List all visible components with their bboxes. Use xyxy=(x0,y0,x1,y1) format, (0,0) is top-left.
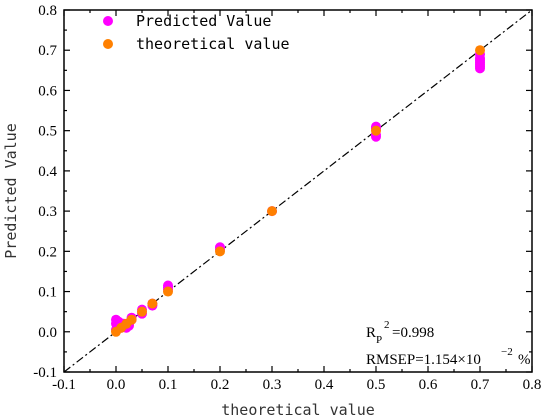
theoretical-point xyxy=(147,298,158,309)
y-tick-label: 0.8 xyxy=(38,3,57,19)
tick-marks xyxy=(63,9,533,373)
theoretical-point xyxy=(267,206,277,217)
x-tick-label: 0.8 xyxy=(523,377,542,393)
data-points xyxy=(111,45,485,337)
annotation-rmsep-main: RMSEP=1.154×10 xyxy=(366,352,481,368)
annotation-rp-sub: P xyxy=(376,334,382,346)
x-axis-title: theoretical value xyxy=(221,401,375,419)
x-tick-label: 0.4 xyxy=(315,377,334,393)
theoretical-point xyxy=(371,125,381,136)
y-tick-label: -0.1 xyxy=(33,365,57,381)
y-tick-label: 0.7 xyxy=(38,43,57,59)
predicted-point xyxy=(475,63,485,74)
x-tick-label: 0.6 xyxy=(419,377,438,393)
annotation-rp-r: R xyxy=(366,325,376,341)
x-tick-label: 0.0 xyxy=(107,377,126,393)
theoretical-point xyxy=(475,45,485,56)
theoretical-point xyxy=(163,286,173,297)
y-axis-title: Predicted Value xyxy=(2,123,20,258)
annotation-rp2: R P 2 =0.998 xyxy=(366,319,434,346)
x-tick-label: 0.2 xyxy=(211,377,230,393)
y-tick-label: 0.0 xyxy=(38,325,57,341)
legend: Predicted Value theoretical value xyxy=(103,12,290,53)
theoretical-point xyxy=(137,306,147,317)
y-tick-label: 0.2 xyxy=(38,244,57,260)
legend-marker-theoretical xyxy=(103,39,113,49)
x-tick-label: 0.3 xyxy=(263,377,282,393)
legend-label-predicted: Predicted Value xyxy=(136,12,271,30)
annotation-rp-value: =0.998 xyxy=(392,325,434,341)
annotation-rmsep: RMSEP=1.154×10 −2 % xyxy=(366,346,531,368)
tick-labels: -0.1 0.0 0.1 0.2 0.3 0.4 0.5 0.6 0.7 0.8 -0.1 0.0 0.… xyxy=(33,3,541,393)
x-tick-label: 0.5 xyxy=(367,377,386,393)
legend-marker-predicted xyxy=(103,16,113,26)
legend-label-theoretical: theoretical value xyxy=(136,35,290,53)
annotation-rp-sup: 2 xyxy=(384,319,390,331)
annotation-rmsep-sup: −2 xyxy=(501,346,513,358)
y-tick-label: 0.3 xyxy=(38,204,57,220)
y-tick-label: 0.6 xyxy=(38,83,57,99)
annotation-rmsep-tail: % xyxy=(518,352,531,368)
x-tick-label: 0.7 xyxy=(471,377,490,393)
y-tick-label: 0.1 xyxy=(38,285,57,301)
y-tick-label: 0.5 xyxy=(38,124,57,140)
y-tick-label: 0.4 xyxy=(38,164,57,180)
theoretical-point xyxy=(215,246,225,257)
theoretical-point xyxy=(126,314,137,325)
x-tick-label: 0.1 xyxy=(159,377,178,393)
x-tick-label: -0.1 xyxy=(52,377,76,393)
